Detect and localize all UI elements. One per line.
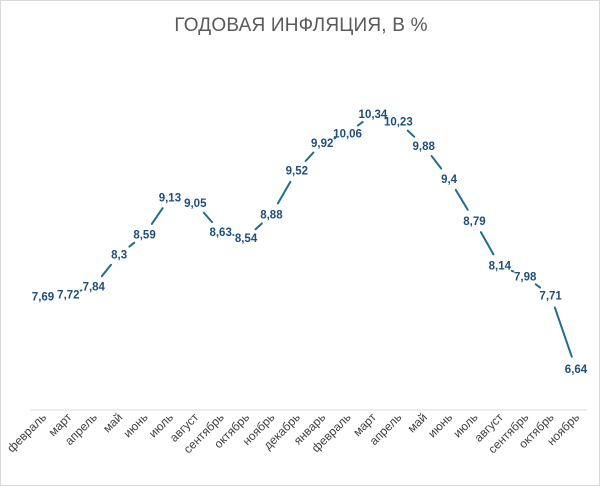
line-segment	[128, 241, 136, 248]
data-label: 8,54	[235, 233, 258, 245]
data-label: 7,69	[32, 292, 54, 304]
data-label: 8,3	[111, 250, 127, 262]
data-label: 8,14	[489, 261, 512, 273]
data-label: 9,88	[413, 141, 436, 153]
data-label: 9,92	[311, 138, 333, 150]
data-label: 10,34	[359, 109, 388, 121]
chart-title: ГОДОВАЯ ИНФЛЯЦИЯ, В %	[174, 15, 428, 36]
line-segment	[534, 283, 542, 289]
data-label: 10,23	[384, 117, 413, 129]
line-segment	[479, 231, 495, 256]
line-segment	[454, 188, 469, 211]
line-segment	[553, 306, 573, 358]
data-label: 8,59	[133, 230, 155, 242]
line-segment	[150, 207, 164, 225]
data-label: 8,63	[209, 227, 231, 239]
data-label: 7,98	[514, 272, 537, 284]
line-segment	[254, 222, 263, 231]
data-label: 7,84	[83, 281, 106, 293]
data-label: 7,71	[539, 290, 562, 302]
x-tick-label: июнь	[425, 410, 455, 440]
line-segment	[356, 120, 364, 127]
data-label: 8,88	[260, 210, 283, 222]
line-segment	[510, 269, 515, 273]
data-label: 6,64	[565, 364, 588, 376]
data-label: 8,79	[463, 216, 485, 228]
line-segment	[100, 263, 113, 278]
data-label: 9,4	[441, 174, 458, 186]
x-tick-label: февраль	[4, 410, 49, 455]
data-label: 10,06	[333, 128, 362, 140]
line-segment	[304, 151, 315, 163]
data-label: 9,05	[184, 198, 207, 210]
line-segment	[406, 129, 416, 138]
data-label: 9,52	[286, 166, 308, 178]
line-segment	[430, 155, 443, 170]
data-label: 9,13	[159, 192, 181, 204]
data-label: 7,72	[57, 290, 79, 302]
line-segment	[202, 211, 214, 224]
line-segment	[276, 180, 292, 205]
x-tick-label: июнь	[121, 410, 151, 440]
